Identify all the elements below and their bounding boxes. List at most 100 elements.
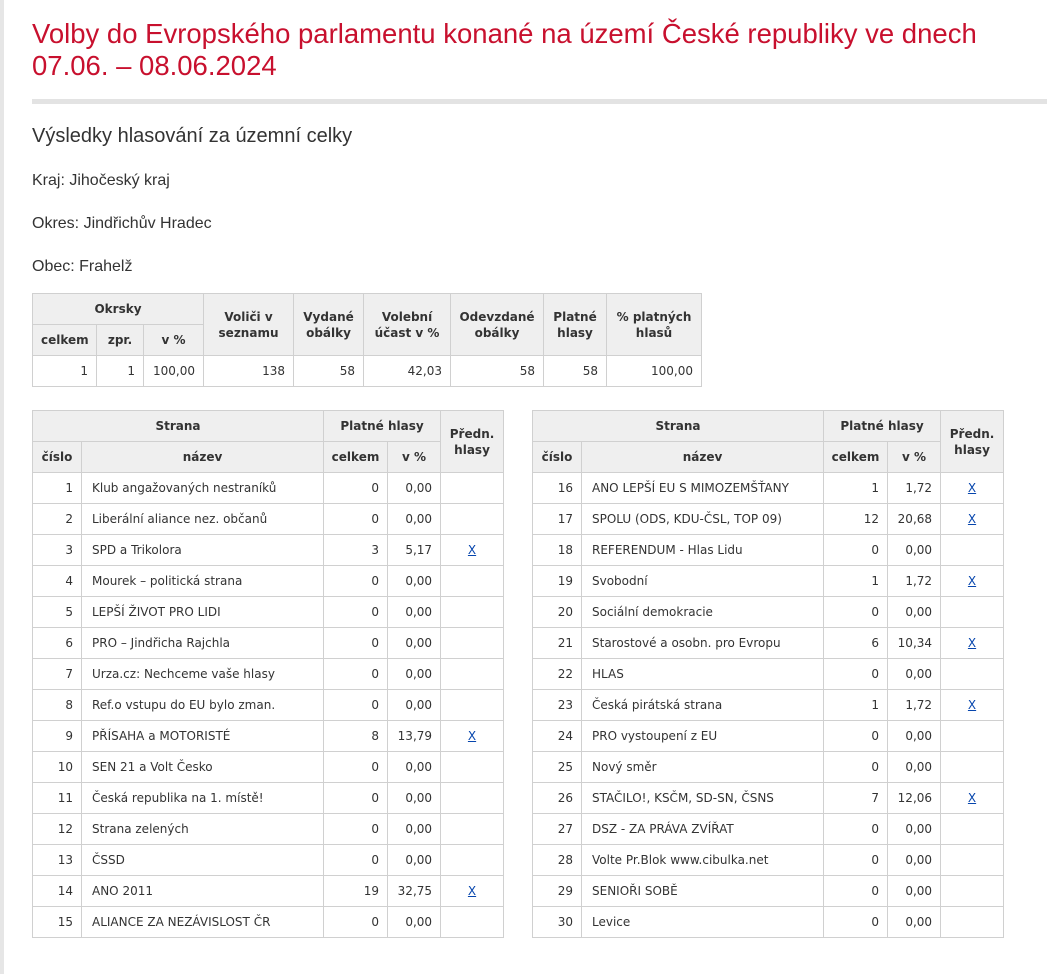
party-percent: 0,00 bbox=[887, 751, 942, 783]
preference-votes-cell: X bbox=[440, 534, 505, 566]
party-percent: 0,00 bbox=[887, 596, 942, 628]
party-row: 8 Ref.o vstupu do EU bylo zman. 0 0,00 bbox=[32, 689, 505, 721]
preference-votes-link[interactable]: X bbox=[967, 574, 977, 588]
party-name: SENIOŘI SOBĚ bbox=[580, 875, 825, 907]
preference-votes-link[interactable]: X bbox=[467, 729, 477, 743]
header-strana: Strana bbox=[531, 410, 825, 442]
summary-cell: 58 bbox=[293, 355, 365, 387]
party-votes: 0 bbox=[323, 596, 389, 628]
summary-row: 1 1 100,00 138 58 42,03 58 58 100,00 bbox=[32, 355, 703, 387]
party-votes: 8 bbox=[323, 720, 389, 752]
party-number: 13 bbox=[32, 844, 82, 876]
preference-votes-cell: X bbox=[940, 689, 1005, 721]
preference-votes-cell: X bbox=[940, 782, 1005, 814]
party-number: 6 bbox=[32, 627, 82, 659]
party-row: 16 ANO LEPŠÍ EU S MIMOZEMŠŤANY 1 1,72 X bbox=[532, 472, 1005, 504]
preference-votes-link[interactable]: X bbox=[967, 698, 977, 712]
header-strana: Strana bbox=[31, 410, 325, 442]
party-number: 15 bbox=[32, 906, 82, 938]
party-row: 11 Česká republika na 1. místě! 0 0,00 bbox=[32, 782, 505, 814]
party-percent: 0,00 bbox=[387, 813, 442, 845]
party-votes: 1 bbox=[823, 472, 889, 504]
party-number: 27 bbox=[532, 813, 582, 845]
party-percent: 0,00 bbox=[387, 751, 442, 783]
party-percent: 0,00 bbox=[387, 782, 442, 814]
preference-votes-link[interactable]: X bbox=[967, 512, 977, 526]
party-number: 4 bbox=[32, 565, 82, 597]
party-row: 10 SEN 21 a Volt Česko 0 0,00 bbox=[32, 751, 505, 783]
party-votes: 0 bbox=[323, 503, 389, 535]
preference-votes-cell bbox=[440, 782, 505, 814]
party-votes: 0 bbox=[823, 658, 889, 690]
header-v-pct: v % bbox=[887, 441, 942, 473]
party-percent: 0,00 bbox=[387, 658, 442, 690]
preference-votes-cell bbox=[440, 906, 505, 938]
party-row: 6 PRO – Jindřicha Rajchla 0 0,00 bbox=[32, 627, 505, 659]
party-name: Svobodní bbox=[580, 565, 825, 597]
party-percent: 0,00 bbox=[887, 658, 942, 690]
party-votes: 0 bbox=[823, 813, 889, 845]
party-votes: 0 bbox=[323, 658, 389, 690]
party-name: PRO vystoupení z EU bbox=[580, 720, 825, 752]
party-votes: 6 bbox=[823, 627, 889, 659]
preference-votes-cell bbox=[440, 627, 505, 659]
party-row: 29 SENIOŘI SOBĚ 0 0,00 bbox=[532, 875, 1005, 907]
page-title: Volby do Evropského parlamentu konané na… bbox=[32, 18, 977, 81]
party-table-left: Strana Platné hlasy Předn. hlasy číslo název… bbox=[31, 410, 505, 938]
party-name: Klub angažovaných nestraníků bbox=[80, 472, 325, 504]
party-name: PŘÍSAHA a MOTORISTÉ bbox=[80, 720, 325, 752]
header-celkem: celkem bbox=[32, 324, 97, 356]
preference-votes-cell bbox=[940, 906, 1005, 938]
party-name: HLAS bbox=[580, 658, 825, 690]
party-row: 15 ALIANCE ZA NEZÁVISLOST ČR 0 0,00 bbox=[32, 906, 505, 938]
party-name: Starostové a osobn. pro Evropu bbox=[580, 627, 825, 659]
preference-votes-cell bbox=[440, 658, 505, 690]
preference-votes-link[interactable]: X bbox=[967, 481, 977, 495]
party-percent: 0,00 bbox=[387, 906, 442, 938]
party-percent: 0,00 bbox=[887, 906, 942, 938]
party-name: Česká pirátská strana bbox=[580, 689, 825, 721]
party-name: REFERENDUM - Hlas Lidu bbox=[580, 534, 825, 566]
party-votes: 7 bbox=[823, 782, 889, 814]
party-row: 20 Sociální demokracie 0 0,00 bbox=[532, 596, 1005, 628]
party-percent: 1,72 bbox=[887, 472, 942, 504]
party-number: 11 bbox=[32, 782, 82, 814]
summary-cell: 1 bbox=[32, 355, 97, 387]
header-celkem: celkem bbox=[823, 441, 889, 473]
party-number: 22 bbox=[532, 658, 582, 690]
summary-cell: 138 bbox=[203, 355, 295, 387]
party-number: 25 bbox=[532, 751, 582, 783]
summary-cell: 58 bbox=[543, 355, 608, 387]
preference-votes-cell bbox=[440, 844, 505, 876]
party-votes: 0 bbox=[323, 689, 389, 721]
party-votes: 19 bbox=[323, 875, 389, 907]
header-ucast: Volební účast v % bbox=[363, 293, 452, 356]
party-name: DSZ - ZA PRÁVA ZVÍŘAT bbox=[580, 813, 825, 845]
party-name: PRO – Jindřicha Rajchla bbox=[80, 627, 325, 659]
party-votes: 1 bbox=[823, 689, 889, 721]
party-name: ČSSD bbox=[80, 844, 325, 876]
party-row: 21 Starostové a osobn. pro Evropu 6 10,34 X bbox=[532, 627, 1005, 659]
party-votes: 0 bbox=[823, 875, 889, 907]
preference-votes-cell bbox=[940, 658, 1005, 690]
party-votes: 0 bbox=[823, 720, 889, 752]
party-number: 28 bbox=[532, 844, 582, 876]
party-votes: 0 bbox=[323, 627, 389, 659]
party-number: 17 bbox=[532, 503, 582, 535]
party-name: SEN 21 a Volt Česko bbox=[80, 751, 325, 783]
party-votes: 0 bbox=[823, 596, 889, 628]
party-row: 3 SPD a Trikolora 3 5,17 X bbox=[32, 534, 505, 566]
party-percent: 0,00 bbox=[887, 534, 942, 566]
party-row: 17 SPOLU (ODS, KDU-ČSL, TOP 09) 12 20,68 X bbox=[532, 503, 1005, 535]
party-percent: 0,00 bbox=[387, 472, 442, 504]
preference-votes-link[interactable]: X bbox=[467, 884, 477, 898]
preference-votes-link[interactable]: X bbox=[467, 543, 477, 557]
party-row: 25 Nový směr 0 0,00 bbox=[532, 751, 1005, 783]
party-number: 16 bbox=[532, 472, 582, 504]
preference-votes-link[interactable]: X bbox=[967, 791, 977, 805]
party-row: 18 REFERENDUM - Hlas Lidu 0 0,00 bbox=[532, 534, 1005, 566]
preference-votes-cell bbox=[440, 596, 505, 628]
party-votes: 0 bbox=[323, 751, 389, 783]
preference-votes-link[interactable]: X bbox=[967, 636, 977, 650]
party-number: 10 bbox=[32, 751, 82, 783]
